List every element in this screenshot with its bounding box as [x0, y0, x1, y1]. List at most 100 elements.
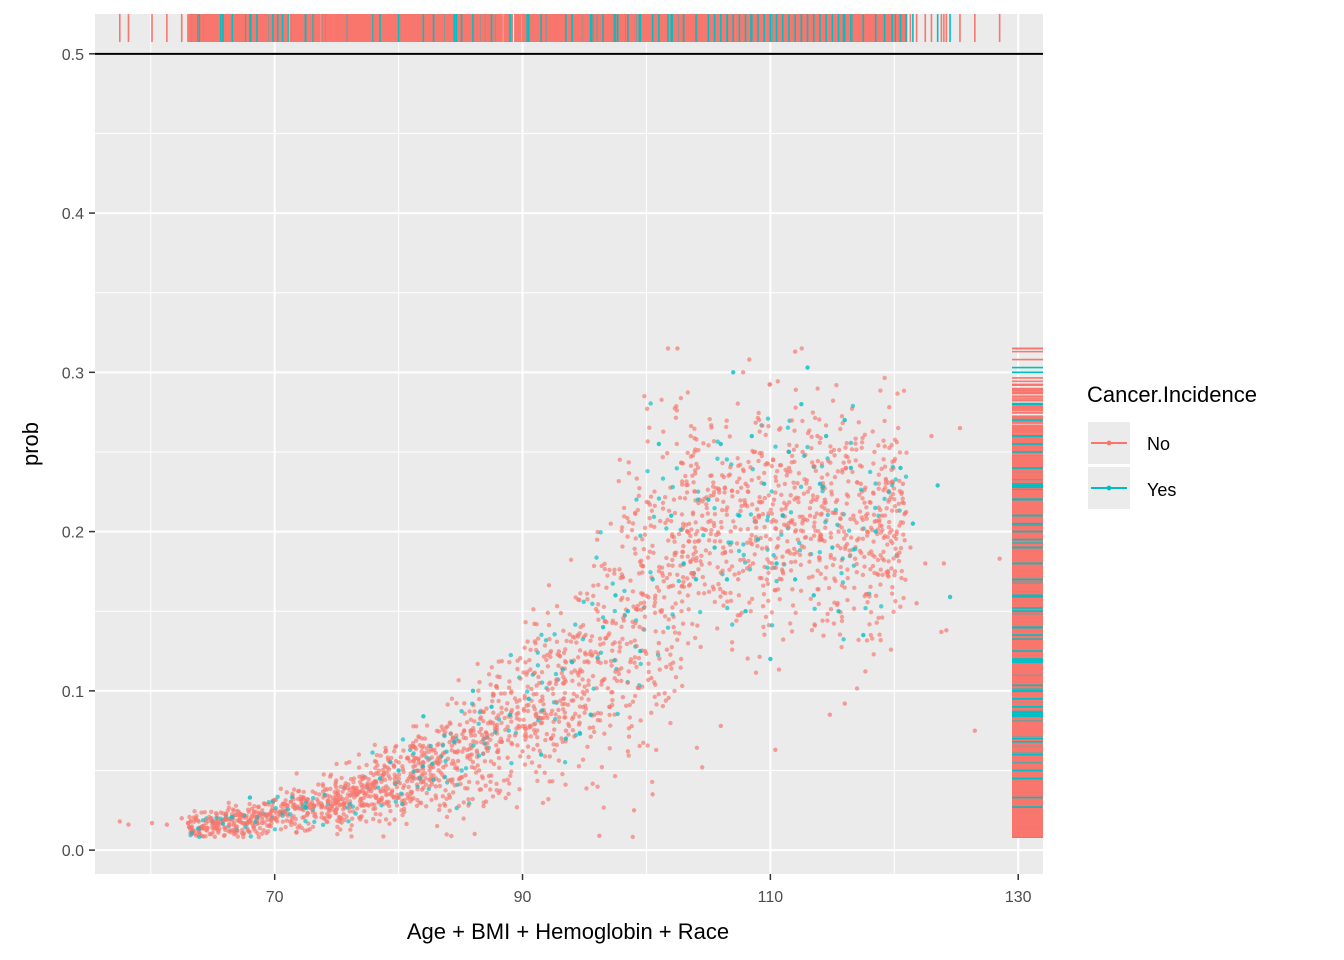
- data-point-no: [663, 520, 668, 526]
- data-point-no: [334, 761, 339, 767]
- data-point-no: [807, 559, 812, 564]
- data-point-no: [226, 829, 231, 834]
- data-point-no: [685, 641, 691, 646]
- data-point-no: [445, 702, 450, 707]
- data-point-no: [325, 800, 331, 805]
- data-point-no: [716, 487, 722, 492]
- data-point-no: [715, 626, 720, 631]
- data-point-yes: [248, 834, 254, 839]
- data-point-no: [436, 807, 442, 813]
- data-point-no: [699, 526, 705, 531]
- data-point-no: [567, 723, 572, 729]
- data-point-no: [239, 830, 245, 836]
- data-point-no: [321, 795, 326, 800]
- data-point-no: [563, 782, 568, 787]
- data-point-no: [882, 464, 888, 469]
- data-point-no: [496, 747, 501, 752]
- data-point-yes: [779, 532, 784, 537]
- data-point-no: [199, 810, 204, 815]
- data-point-no: [773, 474, 778, 480]
- data-point-no: [827, 712, 833, 717]
- data-point-yes: [197, 834, 202, 840]
- data-point-no: [384, 770, 389, 775]
- data-point-no: [667, 572, 673, 577]
- data-point-no: [696, 567, 701, 572]
- data-point-yes: [817, 550, 823, 555]
- data-point-no: [779, 577, 784, 582]
- data-point-no: [470, 759, 476, 765]
- data-point-no: [253, 828, 258, 834]
- data-point-no: [372, 802, 377, 807]
- data-point-no: [387, 821, 392, 827]
- data-point-no: [788, 559, 794, 565]
- data-point-no: [748, 540, 753, 546]
- data-point-no: [830, 562, 836, 568]
- data-point-no: [759, 546, 765, 551]
- data-point-no: [301, 789, 306, 795]
- data-point-no: [862, 432, 868, 438]
- data-point-no: [372, 742, 377, 748]
- data-point-no: [612, 567, 617, 573]
- data-point-no: [310, 824, 316, 829]
- data-point-no: [380, 767, 386, 773]
- data-point-no: [742, 502, 748, 508]
- data-point-yes: [275, 794, 280, 800]
- data-point-no: [810, 493, 816, 498]
- data-point-no: [299, 825, 305, 831]
- data-point-no: [901, 595, 906, 601]
- data-point-no: [448, 721, 453, 726]
- data-point-no: [676, 531, 682, 537]
- data-point-yes: [562, 760, 568, 765]
- data-point-no: [235, 834, 240, 839]
- data-point-no: [732, 572, 737, 577]
- data-point-no: [461, 746, 467, 751]
- data-point-no: [673, 675, 679, 680]
- data-point-no: [745, 489, 751, 494]
- data-point-no: [847, 548, 852, 553]
- data-point-no: [333, 808, 338, 813]
- data-point-no: [887, 530, 892, 535]
- data-point-no: [716, 581, 721, 587]
- data-point-no: [640, 626, 646, 632]
- data-point-yes: [377, 776, 383, 781]
- data-point-no: [652, 694, 657, 700]
- data-point-no: [688, 559, 693, 565]
- data-point-no: [401, 785, 406, 791]
- data-point-no: [528, 647, 533, 653]
- data-point-no: [677, 495, 683, 501]
- data-point-no: [815, 494, 820, 500]
- data-point-no: [344, 814, 349, 819]
- data-point-no: [748, 537, 753, 542]
- data-point-yes: [507, 712, 513, 717]
- data-point-no: [410, 744, 415, 749]
- data-point-no: [871, 652, 876, 657]
- data-point-no: [645, 439, 650, 444]
- data-point-no: [895, 425, 901, 431]
- data-point-no: [256, 805, 261, 810]
- data-point-no: [654, 702, 659, 707]
- data-point-no: [393, 758, 399, 764]
- data-point-no: [818, 571, 824, 577]
- data-point-no: [784, 549, 790, 555]
- data-point-no: [438, 770, 443, 775]
- data-point-no: [890, 459, 895, 464]
- data-point-yes: [788, 510, 794, 515]
- data-point-no: [662, 614, 668, 619]
- data-point-no: [452, 783, 457, 788]
- data-point-no: [548, 648, 554, 654]
- data-point-yes: [320, 822, 326, 827]
- data-point-no: [886, 525, 892, 530]
- data-point-no: [540, 800, 546, 806]
- data-point-no: [898, 604, 903, 609]
- data-point-no: [384, 799, 389, 805]
- data-point-no: [838, 426, 843, 432]
- data-point-no: [832, 576, 837, 581]
- data-point-no: [786, 500, 792, 505]
- data-point-yes: [797, 547, 803, 553]
- data-point-no: [421, 760, 426, 766]
- data-point-no: [755, 543, 760, 549]
- data-point-no: [746, 558, 751, 564]
- data-point-yes: [823, 519, 828, 525]
- data-point-no: [290, 791, 295, 797]
- data-point-no: [652, 489, 657, 494]
